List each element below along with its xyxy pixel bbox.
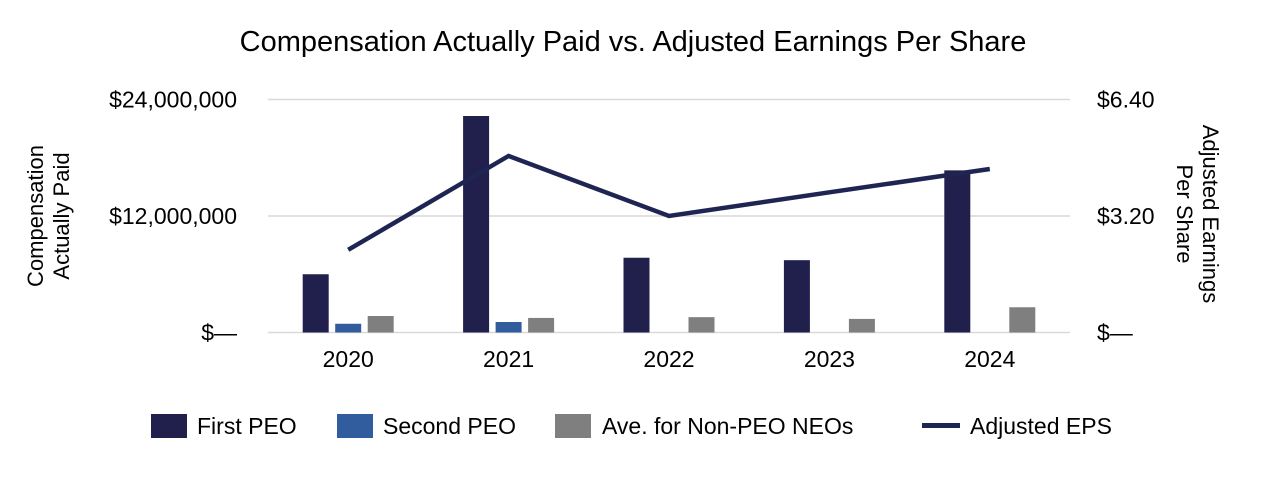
legend-label: Adjusted EPS [970, 413, 1112, 439]
left-axis-tick: $24,000,000 [109, 87, 237, 113]
bar-first-peo-2020 [302, 274, 329, 333]
adjusted-eps-line-swatch [922, 423, 960, 428]
x-axis-label: 2022 [643, 346, 694, 372]
bar-ave-for-non-peo-neos-2022 [688, 317, 715, 333]
bar-first-peo-2023 [783, 260, 810, 333]
legend-label: First PEO [197, 413, 297, 439]
x-axis-label: 2023 [804, 346, 855, 372]
bar-ave-for-non-peo-neos-2021 [528, 317, 555, 333]
bar-ave-for-non-peo-neos-2024 [1009, 307, 1036, 333]
x-axis-label: 2024 [964, 346, 1015, 372]
bar-second-peo-2020 [335, 323, 362, 333]
right-axis-tick: $3.20 [1097, 203, 1155, 229]
left-axis-tick: $— [201, 320, 237, 346]
second-peo-swatch [337, 414, 373, 438]
first-peo-swatch [151, 414, 187, 438]
left-axis-tick: $12,000,000 [109, 203, 237, 229]
bar-first-peo-2022 [623, 257, 650, 333]
x-axis-label: 2020 [323, 346, 374, 372]
bar-second-peo-2021 [495, 322, 522, 333]
bar-first-peo-2024 [944, 170, 971, 333]
adjusted-eps-line [347, 153, 991, 252]
right-axis-tick: $— [1097, 320, 1133, 346]
x-axis-label: 2021 [483, 346, 534, 372]
chart-legend: First PEO Second PEO Ave. for Non-PEO NE… [0, 414, 1266, 440]
bar-ave-for-non-peo-neos-2020 [367, 315, 394, 333]
bar-first-peo-2021 [463, 116, 490, 333]
chart-title: Compensation Actually Paid vs. Adjusted … [239, 26, 1027, 58]
plot-area: $— $12,000,000 $24,000,000 $— $3.20 $6.40 2020… [109, 87, 1155, 373]
legend-label: Second PEO [383, 413, 516, 439]
bar-ave-for-non-peo-neos-2023 [848, 318, 875, 333]
right-axis-tick: $6.40 [1097, 87, 1155, 113]
legend-label: Ave. for Non-PEO NEOs [602, 413, 854, 439]
non-peo-neos-swatch [555, 414, 591, 438]
